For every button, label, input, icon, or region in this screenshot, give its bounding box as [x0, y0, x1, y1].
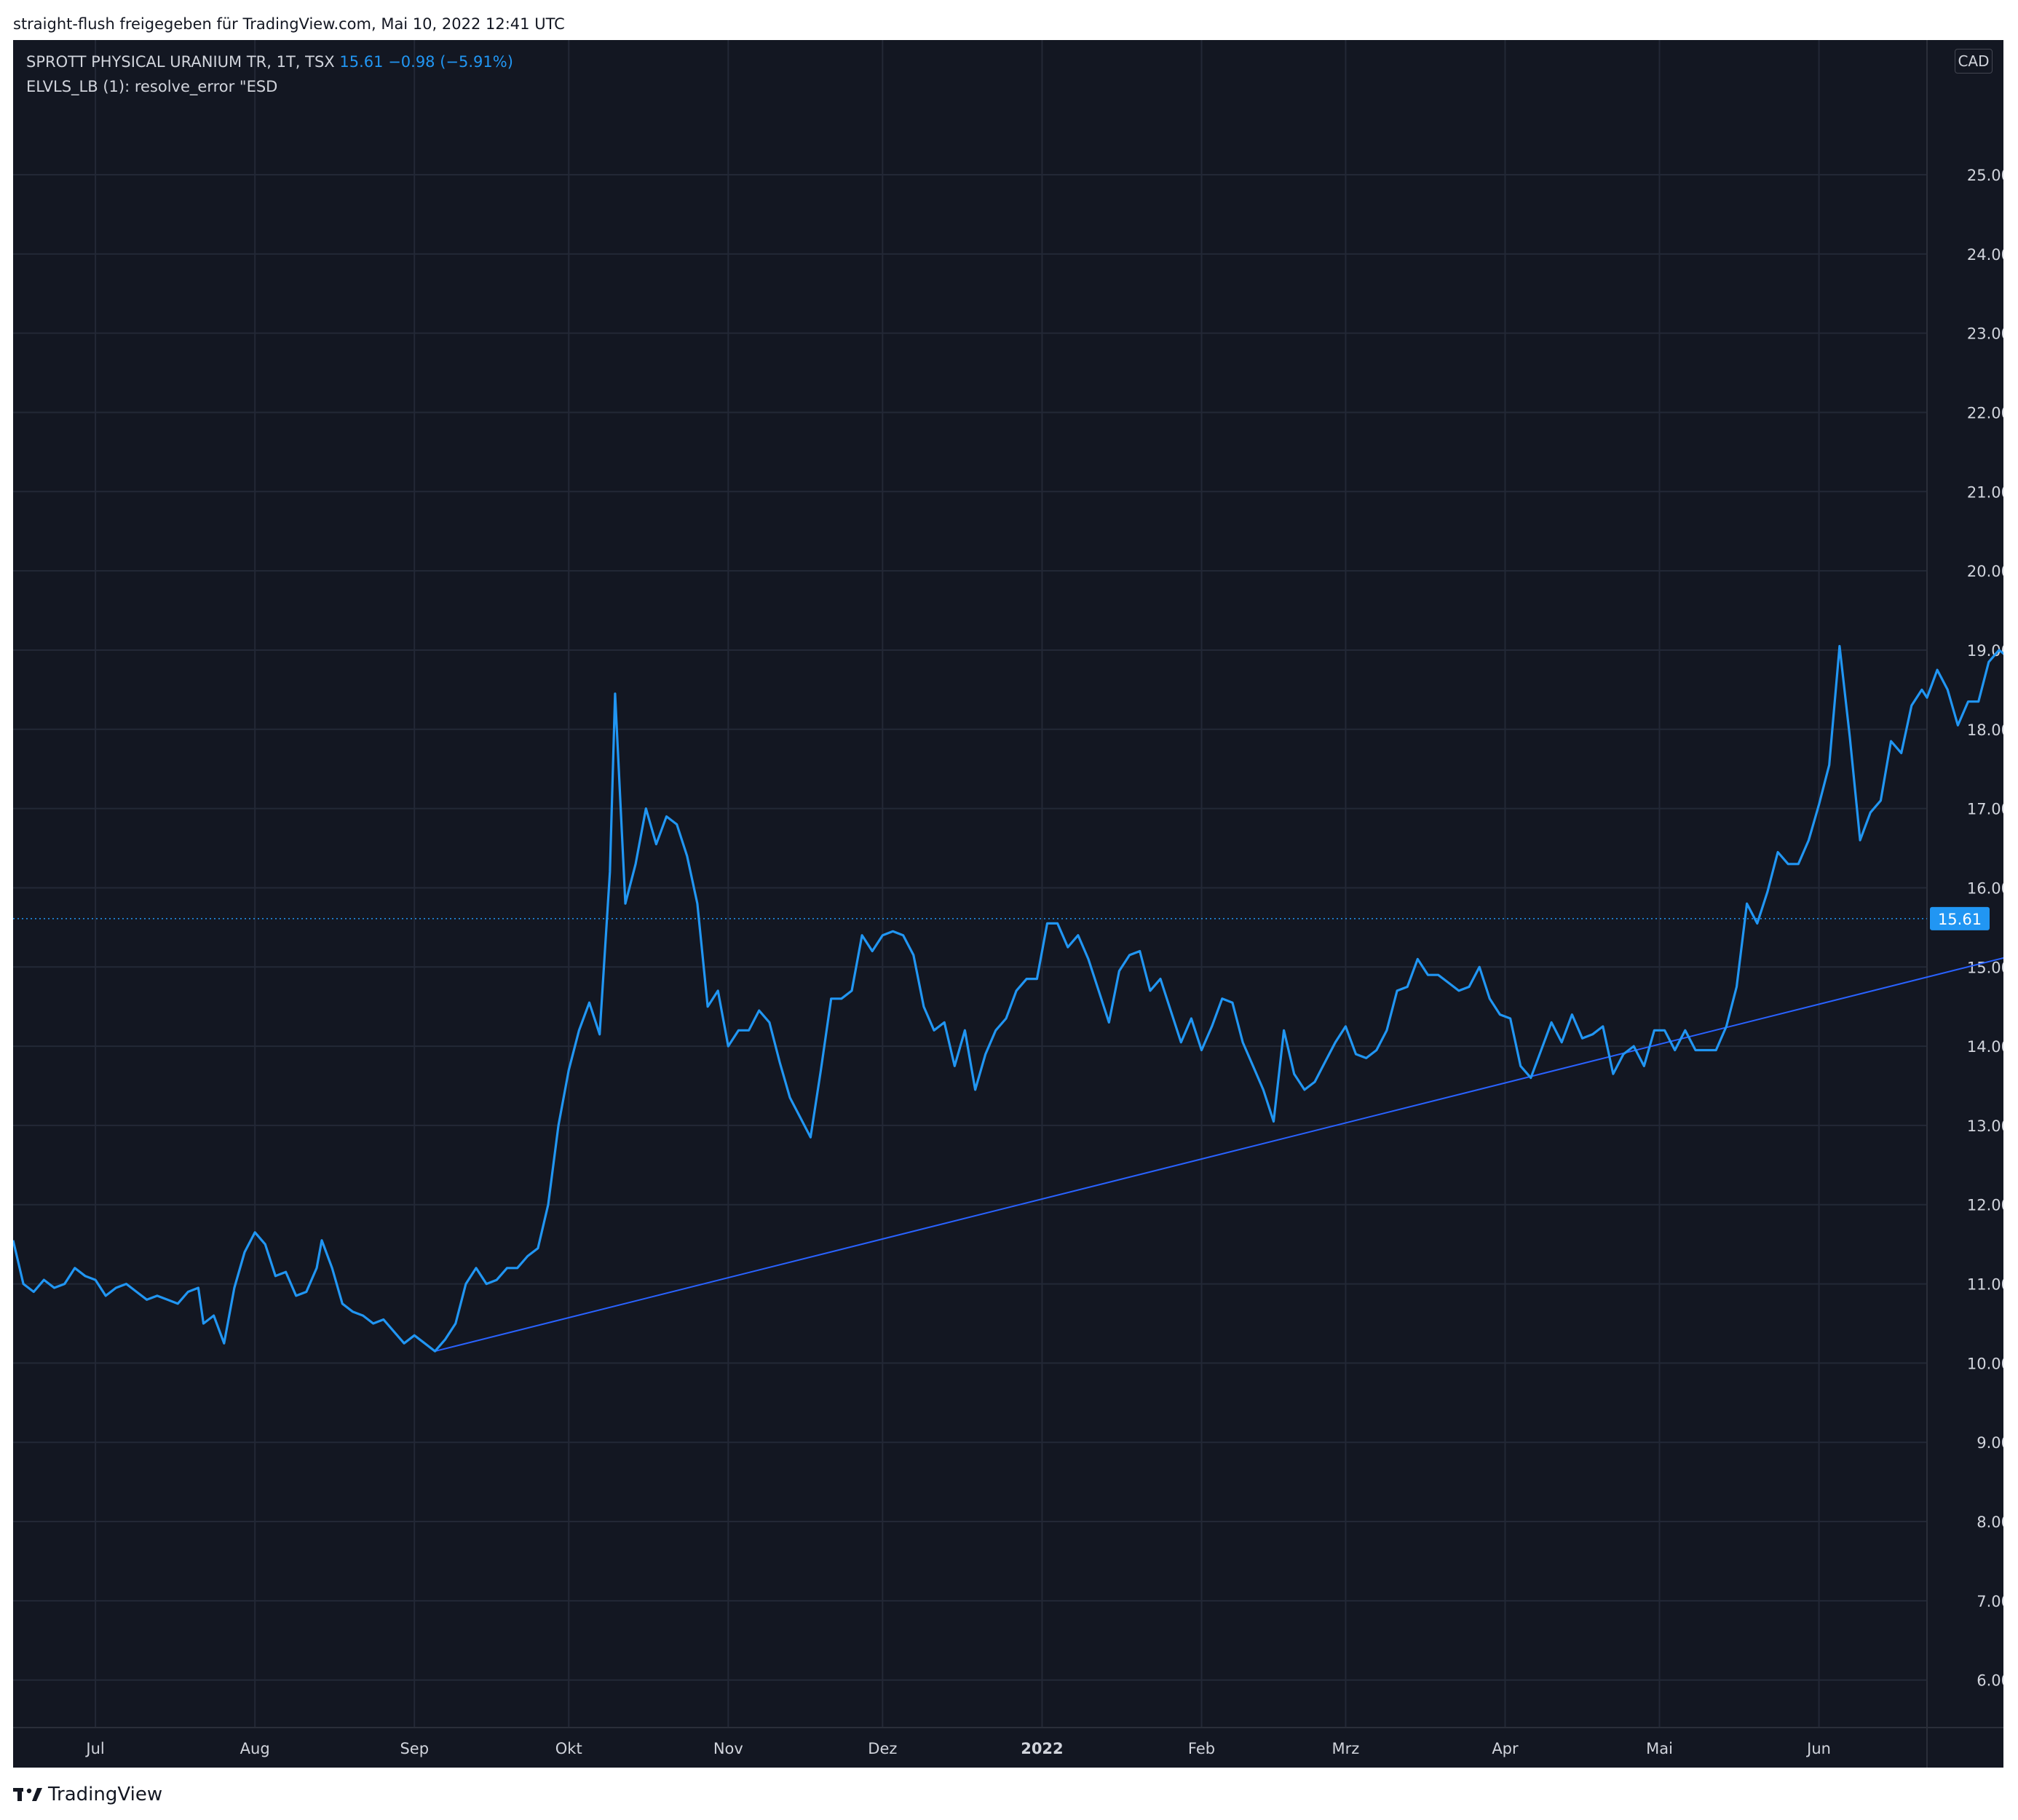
y-tick-label: 17.00: [1967, 801, 2003, 818]
chart-background: [13, 40, 2003, 1768]
trendline-layer: [435, 957, 2003, 1353]
y-tick-label: 16.00: [1967, 879, 2003, 897]
x-tick-label: Nov: [713, 1740, 743, 1757]
y-tick-label: 9.00: [1977, 1434, 2003, 1452]
x-tick-label: Dez: [868, 1740, 897, 1757]
symbol-legend[interactable]: SPROTT PHYSICAL URANIUM TR, 1T, TSX 15.6…: [26, 52, 513, 72]
x-tick-label: Jun: [1805, 1740, 1831, 1757]
currency-button[interactable]: CAD: [1955, 49, 1993, 74]
y-tick-label: 24.00: [1967, 246, 2003, 264]
y-tick-label: 15.00: [1967, 959, 2003, 976]
x-tick-label: 2022: [1021, 1740, 1063, 1757]
labels: 15.61: [13, 906, 1990, 930]
last-price-label: 15.61: [1938, 911, 1982, 928]
x-tick-label: Mrz: [1332, 1740, 1360, 1757]
price-change: −0.98 (−5.91%): [388, 53, 513, 71]
price-chart[interactable]: 6.00 7.00 8.00 9.00 10.00 11.00 12.00 13.00 14.0…: [13, 40, 2003, 1768]
y-tick-label: 11.00: [1967, 1276, 2003, 1294]
last-price-badge: [1930, 906, 1990, 930]
x-tick-label: Okt: [555, 1740, 582, 1757]
y-tick-label: 25.00: [1967, 167, 2003, 184]
footer: TradingView: [13, 1781, 162, 1808]
y-tick-label: 7.00: [1977, 1593, 2003, 1610]
last-price: 15.61: [339, 53, 384, 71]
y-tick-label: 10.00: [1967, 1355, 2003, 1372]
support-trendline: [435, 957, 2003, 1353]
y-tick-label: 13.00: [1967, 1117, 2003, 1135]
chart-panel[interactable]: 6.00 7.00 8.00 9.00 10.00 11.00 12.00 13.00 14.0…: [13, 40, 2003, 1768]
symbol-name[interactable]: SPROTT PHYSICAL URANIUM TR, 1T, TSX: [26, 53, 335, 71]
x-tick-label: Aug: [240, 1740, 270, 1757]
tradingview-logo-icon: [13, 1788, 42, 1801]
x-tick-label: Jul: [84, 1740, 104, 1757]
x-tick-label: Sep: [400, 1740, 429, 1757]
y-tick-label: 8.00: [1977, 1514, 2003, 1531]
indicator-legend[interactable]: ELVLS_LB (1): resolve_error "ESD: [26, 78, 278, 95]
x-tick-label: Mai: [1646, 1740, 1673, 1757]
y-tick-label: 18.00: [1967, 721, 2003, 739]
y-tick-label: 22.00: [1967, 404, 2003, 422]
y-tick-label: 23.00: [1967, 325, 2003, 343]
x-tick-label: Apr: [1492, 1740, 1519, 1757]
price-line: [13, 644, 2003, 1353]
series-layer: [13, 644, 2003, 1353]
x-tick-label: Feb: [1188, 1740, 1215, 1757]
grid: [13, 40, 2003, 1768]
y-tick-label: 14.00: [1967, 1038, 2003, 1056]
brand-name: TradingView: [48, 1784, 163, 1805]
share-header: straight-flush freigegeben für TradingVi…: [13, 15, 565, 33]
y-tick-label: 21.00: [1967, 483, 2003, 501]
y-tick-label: 6.00: [1977, 1672, 2003, 1690]
y-tick-label: 12.00: [1967, 1197, 2003, 1214]
y-tick-label: 20.00: [1967, 563, 2003, 580]
